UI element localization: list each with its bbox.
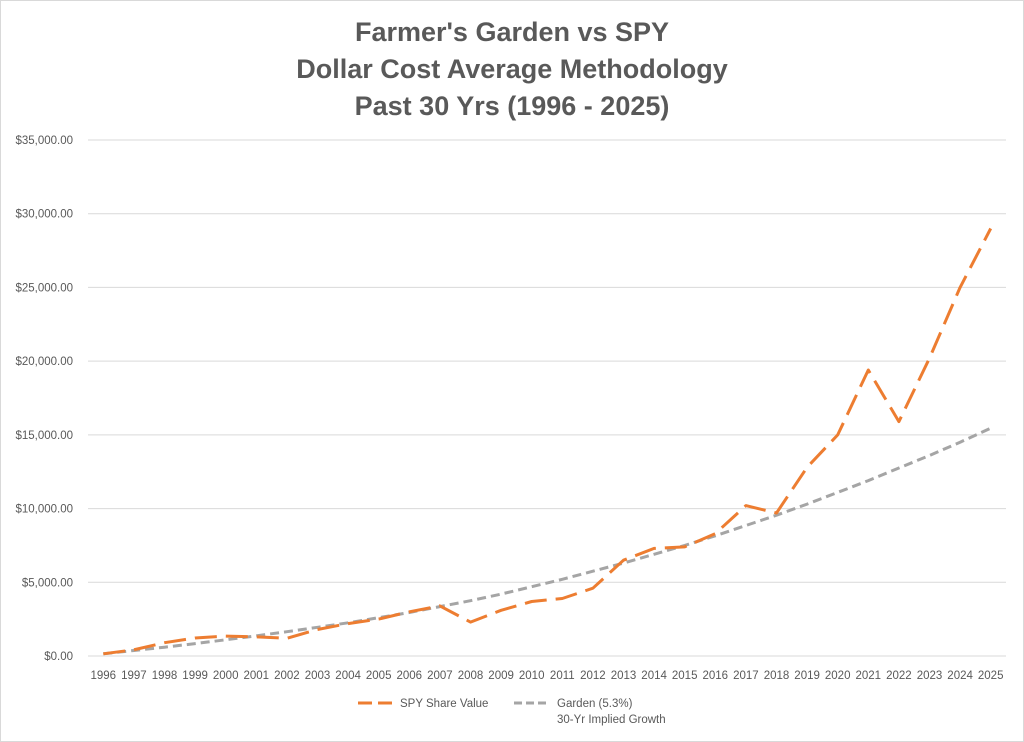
x-tick-label: 2025 <box>978 670 1004 682</box>
legend-label-garden: Garden (5.3%) <box>557 698 633 710</box>
y-tick-label: $25,000.00 <box>15 282 73 294</box>
y-tick-label: $15,000.00 <box>15 430 73 442</box>
x-tick-label: 2018 <box>764 670 790 682</box>
series-line-spy <box>103 227 993 656</box>
y-tick-label: $30,000.00 <box>15 209 73 221</box>
x-tick-label: 2002 <box>274 670 300 682</box>
x-tick-label: 2021 <box>856 670 882 682</box>
x-tick-label: 2012 <box>580 670 606 682</box>
y-tick-label: $0.00 <box>44 651 73 663</box>
legend-label-garden-line-2: 30-Yr Implied Growth <box>557 714 666 726</box>
x-tick-label: 2013 <box>611 670 637 682</box>
chart-title: Farmer's Garden vs SPY Dollar Cost Avera… <box>0 14 1024 125</box>
x-tick-label: 2004 <box>335 670 361 682</box>
x-tick-label: 2006 <box>397 670 423 682</box>
x-tick-label: 2024 <box>947 670 973 682</box>
x-tick-label: 2007 <box>427 670 453 682</box>
x-tick-label: 1997 <box>121 670 147 682</box>
x-tick-label: 2005 <box>366 670 392 682</box>
x-tick-label: 1996 <box>91 670 117 682</box>
x-tick-label: 2011 <box>550 670 575 682</box>
x-tick-label: 2019 <box>794 670 820 682</box>
x-tick-label: 2023 <box>917 670 943 682</box>
y-axis-tick-labels: $0.00 $5,000.00 $10,000.00 $15,000.00 $20,00… <box>15 135 73 663</box>
x-tick-label: 2000 <box>213 670 239 682</box>
x-tick-label: 2015 <box>672 670 698 682</box>
legend-label-spy: SPY Share Value <box>400 698 488 710</box>
legend: SPY Share Value Garden (5.3%) 30-Yr Impl… <box>358 698 666 726</box>
chart-title-line-2: Dollar Cost Average Methodology <box>296 54 728 84</box>
y-tick-label: $5,000.00 <box>22 577 73 589</box>
x-tick-label: 2009 <box>488 670 514 682</box>
series-line-garden <box>103 426 992 656</box>
y-tick-label: $10,000.00 <box>15 504 73 516</box>
y-tick-label: $35,000.00 <box>15 135 73 147</box>
x-tick-label: 2016 <box>703 670 729 682</box>
x-tick-label: 2003 <box>305 670 331 682</box>
series-lines <box>103 227 993 656</box>
x-tick-label: 2022 <box>886 670 912 682</box>
x-tick-label: 1999 <box>182 670 208 682</box>
x-tick-label: 2001 <box>244 670 270 682</box>
x-tick-label: 2008 <box>458 670 484 682</box>
x-tick-label: 2014 <box>641 670 667 682</box>
chart-title-line-3: Past 30 Yrs (1996 - 2025) <box>354 91 670 121</box>
x-tick-label: 2017 <box>733 670 759 682</box>
x-tick-label: 2020 <box>825 670 851 682</box>
gridlines <box>88 139 1006 583</box>
chart-title-line-1: Farmer's Garden vs SPY <box>354 17 670 47</box>
x-axis-tick-labels: 1996 1997 1998 1999 2000 2001 2002 2003 2004 2005… <box>91 670 1004 682</box>
x-tick-label: 1998 <box>152 670 178 682</box>
x-tick-label: 2010 <box>519 670 545 682</box>
y-tick-label: $20,000.00 <box>15 356 73 368</box>
